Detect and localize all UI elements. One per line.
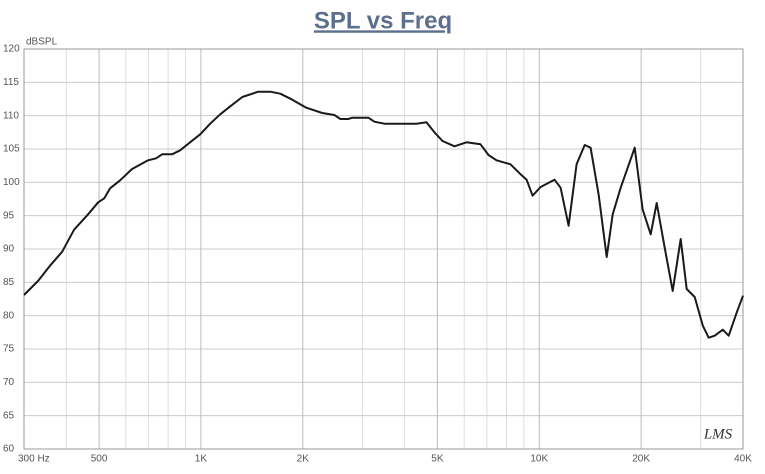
y-tick-label: 85 [3, 277, 15, 288]
spl-line [23, 90, 744, 339]
x-tick-label: 10K [530, 454, 548, 465]
y-tick-label: 120 [3, 44, 20, 55]
y-tick-label: 90 [3, 244, 15, 255]
x-tick-label: 40K [734, 454, 752, 465]
y-tick-label: 65 [3, 410, 15, 421]
y-tick-label: 115 [3, 77, 19, 88]
plot-border [23, 48, 744, 450]
x-tick-label: 300 Hz [18, 454, 50, 465]
x-tick-label: 1K [195, 454, 208, 465]
y-tick-label: 75 [3, 344, 15, 355]
y-tick-label: 70 [3, 377, 15, 388]
y-tick-label: 80 [3, 310, 15, 321]
y-tick-label: 110 [3, 110, 19, 121]
x-tick-label: 5K [431, 454, 444, 465]
y-tick-label: 95 [3, 210, 15, 221]
y-axis-label: dBSPL [26, 37, 58, 48]
watermark: LMS [703, 426, 733, 442]
chart-title: SPL vs Freq [314, 7, 452, 34]
x-tick-label: 2K [297, 454, 310, 465]
y-tick-label: 100 [3, 177, 20, 188]
x-tick-label: 500 [91, 454, 108, 465]
y-tick-label: 60 [3, 444, 15, 455]
y-tick-label: 105 [3, 144, 20, 155]
x-tick-label: 20K [632, 454, 650, 465]
